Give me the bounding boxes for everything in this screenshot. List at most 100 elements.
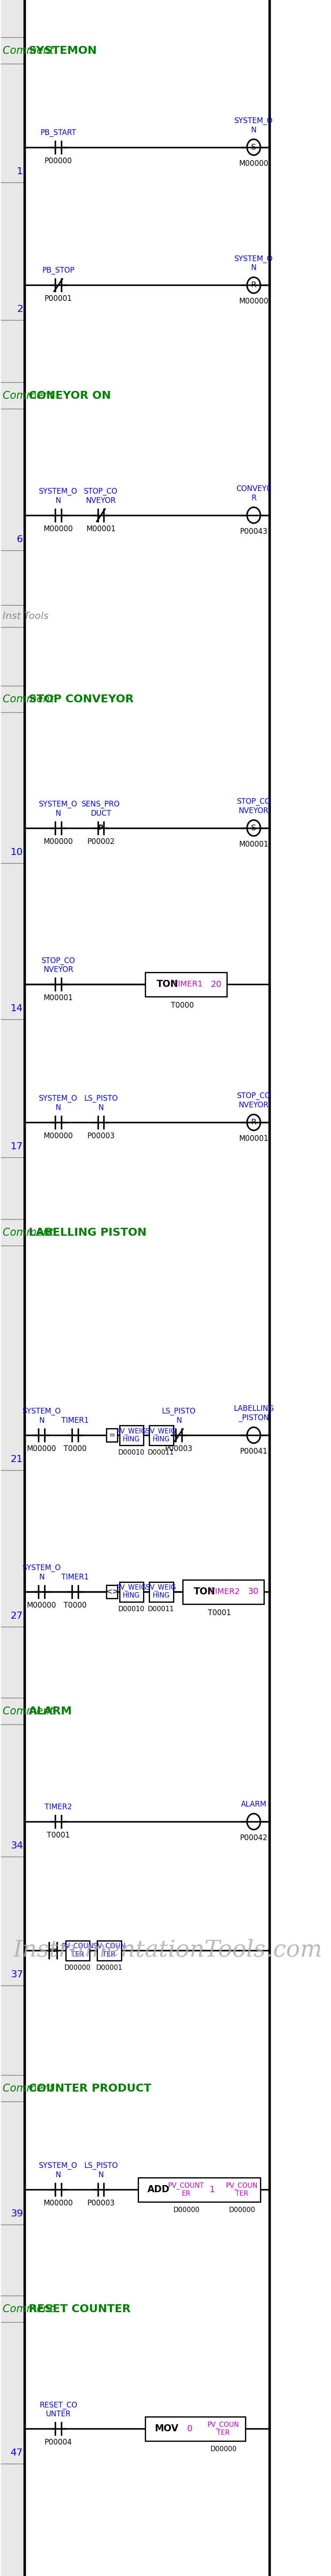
Text: T0000: T0000 — [170, 1002, 194, 1010]
Bar — [119, 1582, 144, 1602]
Text: P00003: P00003 — [87, 1131, 115, 1141]
Text: SV_COUN
TER: SV_COUN TER — [93, 1942, 125, 1958]
Text: 30: 30 — [248, 1587, 259, 1595]
Text: M00000: M00000 — [43, 2200, 73, 2208]
Text: 0: 0 — [187, 2424, 193, 2432]
Text: PB_STOP: PB_STOP — [42, 268, 74, 276]
Text: 10: 10 — [11, 848, 23, 858]
Text: CONVEY0
R: CONVEY0 R — [236, 484, 271, 502]
Text: Comment: Comment — [3, 1229, 54, 1239]
Text: =: = — [48, 1945, 57, 1955]
Text: COUNTER PRODUCT: COUNTER PRODUCT — [28, 2084, 151, 2094]
Text: InstrumentationTools.com: InstrumentationTools.com — [13, 1940, 322, 1963]
Text: STOP_CO
NVEYOR: STOP_CO NVEYOR — [41, 956, 75, 974]
Bar — [145, 974, 227, 997]
Text: PB_START: PB_START — [40, 129, 76, 137]
Text: P00043: P00043 — [240, 528, 267, 536]
Text: D00001: D00001 — [96, 1965, 122, 1971]
Text: LABELLING PISTON: LABELLING PISTON — [28, 1229, 146, 1239]
Text: 27: 27 — [11, 1613, 23, 1620]
Text: D00000: D00000 — [210, 2447, 237, 2452]
Text: SYSTEM_O
N: SYSTEM_O N — [39, 801, 77, 817]
Text: ALARM: ALARM — [241, 1801, 266, 1808]
Text: LS_PISTO
N: LS_PISTO N — [84, 2161, 118, 2179]
Text: TON: TON — [157, 979, 178, 989]
Text: <>: <> — [105, 1587, 118, 1595]
Text: 6: 6 — [17, 536, 23, 544]
Text: M00000: M00000 — [239, 160, 268, 167]
Text: ADD: ADD — [147, 2184, 169, 2195]
Text: P00003: P00003 — [87, 2200, 115, 2208]
Text: RESET COUNTER: RESET COUNTER — [28, 2303, 130, 2313]
Bar — [138, 2177, 260, 2202]
Text: M00001: M00001 — [43, 994, 73, 1002]
Text: D00011: D00011 — [148, 1450, 174, 1455]
Text: Comment: Comment — [3, 2303, 54, 2313]
Text: ALARM: ALARM — [28, 1705, 72, 1716]
Text: PV_WEIG
HING: PV_WEIG HING — [116, 1584, 146, 1600]
Text: T0000: T0000 — [64, 1602, 86, 1610]
Text: Comment: Comment — [3, 46, 54, 57]
Bar — [107, 1584, 118, 1597]
Text: SYSTEM_O
N: SYSTEM_O N — [22, 1406, 61, 1425]
Text: MOV: MOV — [155, 2424, 178, 2434]
Text: Comment: Comment — [3, 2084, 54, 2094]
Text: P: P — [98, 824, 103, 832]
Text: PV_COUNT
ER: PV_COUNT ER — [168, 2182, 204, 2197]
Bar — [66, 1940, 90, 1960]
Text: TIMER1: TIMER1 — [173, 981, 203, 989]
Text: P00042: P00042 — [240, 1834, 267, 1842]
Text: T0001: T0001 — [47, 1832, 70, 1839]
Text: P00000: P00000 — [44, 157, 72, 165]
Text: SYSTEM_O
N: SYSTEM_O N — [234, 255, 273, 273]
Bar — [1, 0, 24, 2576]
Text: STOP_CO
NVEYOR: STOP_CO NVEYOR — [237, 1092, 271, 1110]
Text: 39: 39 — [11, 2210, 23, 2218]
Bar — [182, 1579, 264, 1605]
Text: D00010: D00010 — [118, 1450, 145, 1455]
Bar — [149, 1425, 173, 1445]
Text: SYSTEM_O
N: SYSTEM_O N — [39, 487, 77, 505]
Text: SYSTEMON: SYSTEMON — [28, 46, 97, 57]
Text: LS_PISTO
N: LS_PISTO N — [162, 1406, 196, 1425]
Text: SENS_PRO
DUCT: SENS_PRO DUCT — [82, 801, 120, 817]
Text: M00000: M00000 — [239, 299, 268, 307]
Text: 21: 21 — [11, 1455, 23, 1463]
Text: P00002: P00002 — [87, 837, 115, 845]
Text: D00000: D00000 — [173, 2208, 199, 2213]
Text: TIMER2: TIMER2 — [45, 1803, 72, 1811]
Text: 20: 20 — [211, 981, 221, 989]
Bar — [97, 1940, 121, 1960]
Text: Comment: Comment — [3, 392, 54, 402]
Text: 1: 1 — [17, 167, 23, 175]
Text: PV_WEIG
HING: PV_WEIG HING — [116, 1427, 146, 1443]
Text: =: = — [109, 1432, 115, 1440]
Text: 34: 34 — [11, 1842, 23, 1850]
Text: STOP_CO
NVEYOR: STOP_CO NVEYOR — [84, 487, 118, 505]
Text: SYSTEM_O
N: SYSTEM_O N — [39, 1095, 77, 1113]
Text: Inst Tools: Inst Tools — [3, 613, 49, 621]
Text: SYSTEM_O
N: SYSTEM_O N — [39, 2161, 77, 2179]
Text: M00001: M00001 — [86, 526, 116, 533]
Text: TIMER1: TIMER1 — [61, 1417, 89, 1425]
Text: M00000: M00000 — [43, 1131, 73, 1141]
Text: M00000: M00000 — [27, 1602, 56, 1610]
Text: M00000: M00000 — [43, 837, 73, 845]
Text: 47: 47 — [11, 2450, 23, 2458]
Text: R: R — [251, 1118, 257, 1126]
Text: M00001: M00001 — [239, 1136, 268, 1144]
Text: PV_COUN
TER: PV_COUN TER — [207, 2421, 239, 2437]
Text: T0001: T0001 — [208, 1610, 231, 1618]
Text: R: R — [251, 281, 257, 289]
Text: P00004: P00004 — [44, 2439, 72, 2447]
Text: STOP_CO
NVEYOR: STOP_CO NVEYOR — [237, 799, 271, 814]
Text: 17: 17 — [11, 1141, 23, 1151]
Bar — [145, 2416, 246, 2442]
Text: S: S — [251, 824, 256, 832]
Text: D00010: D00010 — [118, 1605, 145, 1613]
Text: RESET_CO
UNTER: RESET_CO UNTER — [39, 2401, 77, 2419]
Text: PV_COUN
TER: PV_COUN TER — [226, 2182, 258, 2197]
Text: P00041: P00041 — [240, 1448, 267, 1455]
Bar — [107, 1430, 118, 1443]
Text: 14: 14 — [11, 1005, 23, 1012]
